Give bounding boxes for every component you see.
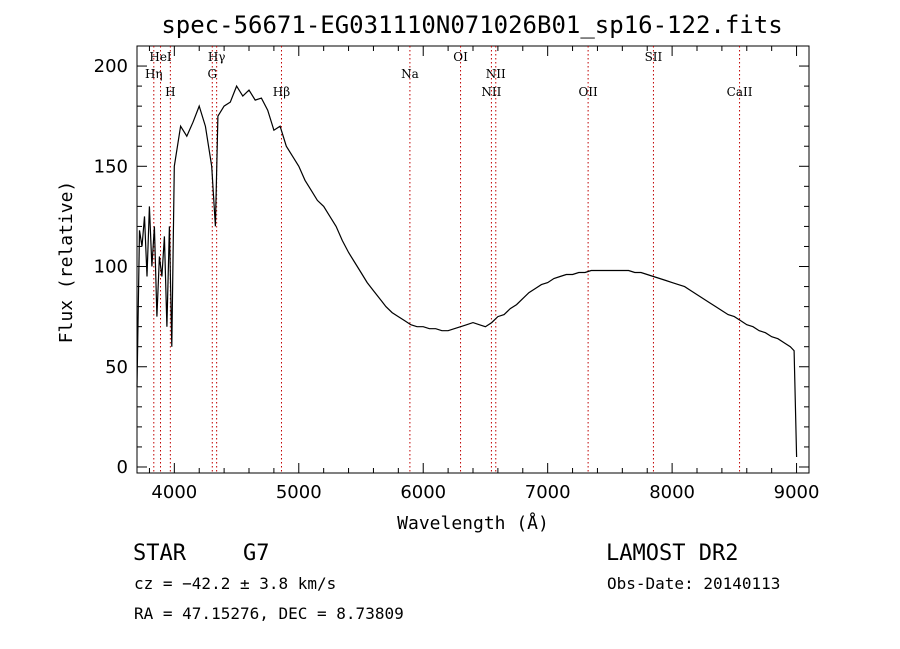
marker-label-12: CaII bbox=[727, 85, 753, 99]
y-axis-ticks: 0 50 100 150 200 bbox=[94, 56, 809, 478]
redshift-cz: cz = −42.2 ± 3.8 km/s bbox=[134, 574, 336, 593]
marker-label-3: Hγ bbox=[208, 50, 226, 64]
object-class: STAR bbox=[133, 541, 187, 566]
y-tick-label-2: 100 bbox=[94, 257, 128, 278]
x-tick-label-1: 5000 bbox=[276, 482, 322, 503]
marker-label-4: G bbox=[207, 67, 217, 81]
marker-label-1: Hη bbox=[145, 67, 163, 81]
y-tick-label-1: 50 bbox=[105, 357, 128, 378]
object-subclass: G7 bbox=[243, 541, 270, 566]
x-tick-label-0: 4000 bbox=[151, 482, 197, 503]
marker-label-10: OII bbox=[578, 85, 598, 99]
y-tick-label-3: 150 bbox=[94, 156, 128, 177]
marker-label-8: NII bbox=[486, 67, 506, 81]
chart-title: spec-56671-EG031110N071026B01_sp16-122.f… bbox=[161, 11, 782, 39]
x-tick-label-3: 7000 bbox=[525, 482, 571, 503]
x-axis-ticks: 4000 5000 6000 7000 8000 9000 bbox=[148, 46, 820, 503]
spectrum-line bbox=[136, 84, 798, 458]
spectral-line-markers: HeI HηH Hγ G Hβ Na OI NII NII OII SII CaII bbox=[145, 46, 753, 473]
plot-frame bbox=[136, 45, 810, 474]
x-tick-label-4: 8000 bbox=[649, 482, 695, 503]
marker-label-2: H bbox=[165, 85, 175, 99]
y-axis-label: Flux (relative) bbox=[56, 181, 77, 344]
x-tick-label-5: 9000 bbox=[774, 482, 820, 503]
marker-label-5: Hβ bbox=[273, 85, 290, 99]
x-tick-label-2: 6000 bbox=[400, 482, 446, 503]
spectrum-info: STAR G7 LAMOST DR2 cz = −42.2 ± 3.8 km/s… bbox=[133, 541, 780, 623]
marker-label-11: SII bbox=[645, 50, 663, 64]
obs-date: Obs-Date: 20140113 bbox=[607, 574, 780, 593]
y-tick-label-4: 200 bbox=[94, 56, 128, 77]
x-axis-label: Wavelength (Å) bbox=[397, 512, 549, 534]
marker-label-7: OI bbox=[453, 50, 468, 64]
marker-label-6: Na bbox=[401, 67, 419, 81]
marker-label-0: HeI bbox=[149, 50, 172, 64]
survey-name: LAMOST DR2 bbox=[606, 541, 738, 566]
y-tick-label-0: 0 bbox=[117, 457, 128, 478]
ra-dec: RA = 47.15276, DEC = 8.73809 bbox=[134, 604, 404, 623]
marker-label-9: NII bbox=[481, 85, 501, 99]
